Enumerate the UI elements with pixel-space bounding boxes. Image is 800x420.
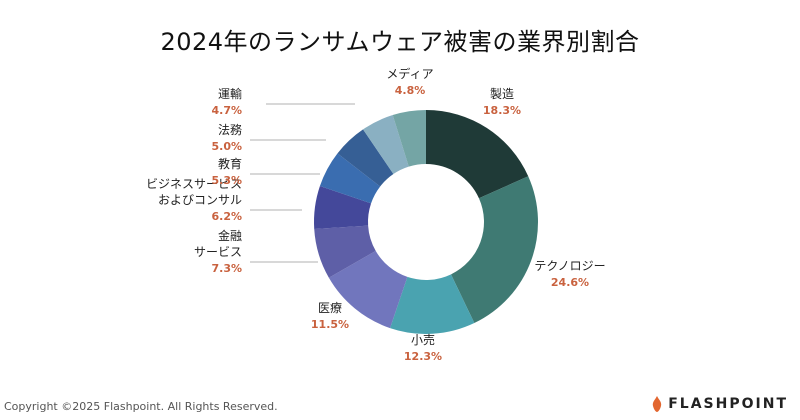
slice-percent-1: 24.6% bbox=[551, 276, 589, 289]
logo-text: FLASHPOINT bbox=[668, 396, 788, 412]
slice-1 bbox=[451, 176, 538, 324]
slice-3 bbox=[328, 250, 408, 329]
slice-name-6-0: 教育 bbox=[218, 156, 242, 171]
slice-2 bbox=[390, 274, 475, 334]
slice-6 bbox=[319, 153, 381, 204]
flashpoint-logo: FLASHPOINT bbox=[652, 396, 788, 412]
slice-name-4-1: サービス bbox=[194, 245, 242, 259]
slice-5 bbox=[313, 186, 372, 230]
slice-9 bbox=[392, 110, 426, 167]
slice-percent-9: 4.8% bbox=[395, 84, 426, 97]
slice-name-8-0: 運輸 bbox=[218, 86, 242, 101]
slice-name-3-0: 医療 bbox=[318, 301, 342, 315]
footer-copyright: Copyright ©2025 Flashpoint. All Rights R… bbox=[4, 400, 278, 413]
slice-name-2-0: 小売 bbox=[411, 332, 435, 347]
slice-percent-2: 12.3% bbox=[404, 350, 442, 363]
slice-percent-0: 18.3% bbox=[483, 104, 521, 117]
slice-name-1-0: テクノロジー bbox=[534, 259, 605, 273]
slice-percent-7: 5.0% bbox=[211, 140, 242, 153]
slice-percent-3: 11.5% bbox=[311, 318, 349, 331]
slice-percent-5: 6.2% bbox=[211, 210, 242, 223]
slice-name-5-0: ビジネスサービス bbox=[146, 177, 242, 191]
slice-label-6: 教育 5.3% bbox=[211, 156, 242, 187]
slice-name-7-0: 法務 bbox=[218, 123, 242, 137]
slice-4 bbox=[314, 225, 376, 278]
flame-icon bbox=[653, 396, 662, 412]
slice-label-0: 製造 18.3% bbox=[483, 87, 521, 117]
slice-percent-8: 4.7% bbox=[211, 104, 242, 117]
slice-8 bbox=[363, 115, 409, 175]
slice-label-3: 医療 11.5% bbox=[311, 301, 349, 331]
slice-label-9: メディア 4.8% bbox=[386, 66, 433, 97]
slice-label-1: テクノロジー 24.6% bbox=[534, 259, 605, 289]
slice-name-5-1: およびコンサル bbox=[158, 193, 242, 207]
slice-percent-4: 7.3% bbox=[211, 262, 242, 275]
slice-0 bbox=[426, 110, 529, 199]
slice-name-9-0: メディア bbox=[386, 66, 433, 81]
slice-name-0-0: 製造 bbox=[490, 87, 514, 101]
slice-label-7: 法務 5.0% bbox=[211, 123, 242, 153]
slice-7 bbox=[337, 129, 394, 187]
slice-percent-6: 5.3% bbox=[211, 174, 242, 187]
slice-label-2: 小売 12.3% bbox=[404, 332, 442, 363]
chart-title: 2024年のランサムウェア被害の業界別割合 bbox=[160, 28, 640, 56]
slice-name-4-0: 金融 bbox=[218, 228, 242, 243]
slice-label-8: 運輸 4.7% bbox=[211, 86, 242, 117]
